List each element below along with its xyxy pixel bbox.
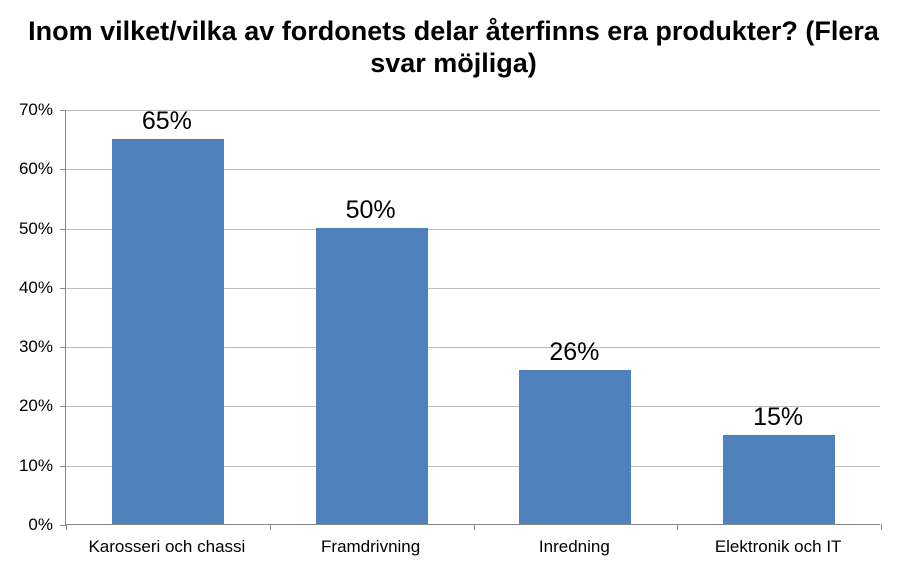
y-axis-tick: [60, 169, 66, 170]
x-axis-tick: [881, 524, 882, 530]
y-axis-tick: [60, 466, 66, 467]
x-tick-label: Framdrivning: [321, 537, 420, 557]
x-axis-tick: [474, 524, 475, 530]
y-axis-tick: [60, 229, 66, 230]
bar-value-label: 15%: [753, 403, 803, 432]
y-axis-tick: [60, 347, 66, 348]
bar-value-label: 65%: [142, 107, 192, 136]
x-axis-tick: [677, 524, 678, 530]
y-tick-label: 30%: [0, 337, 53, 357]
x-tick-label: Inredning: [539, 537, 610, 557]
x-tick-label: Elektronik och IT: [715, 537, 842, 557]
y-tick-label: 70%: [0, 100, 53, 120]
bar-value-label: 50%: [346, 196, 396, 225]
bar: [112, 139, 224, 524]
bar-value-label: 26%: [549, 338, 599, 367]
bar: [316, 228, 428, 524]
x-axis-tick: [66, 524, 67, 530]
y-tick-label: 10%: [0, 456, 53, 476]
y-axis-tick: [60, 406, 66, 407]
x-axis-tick: [270, 524, 271, 530]
y-tick-label: 0%: [0, 515, 53, 535]
bar: [723, 435, 835, 524]
y-axis-tick: [60, 288, 66, 289]
y-tick-label: 20%: [0, 396, 53, 416]
bar: [519, 370, 631, 524]
x-tick-label: Karosseri och chassi: [88, 537, 245, 557]
y-tick-label: 40%: [0, 278, 53, 298]
y-tick-label: 50%: [0, 219, 53, 239]
y-tick-label: 60%: [0, 159, 53, 179]
chart-title: Inom vilket/vilka av fordonets delar åte…: [0, 15, 907, 80]
bar-chart: Inom vilket/vilka av fordonets delar åte…: [0, 0, 907, 579]
plot-area: [65, 110, 880, 525]
y-axis-tick: [60, 110, 66, 111]
